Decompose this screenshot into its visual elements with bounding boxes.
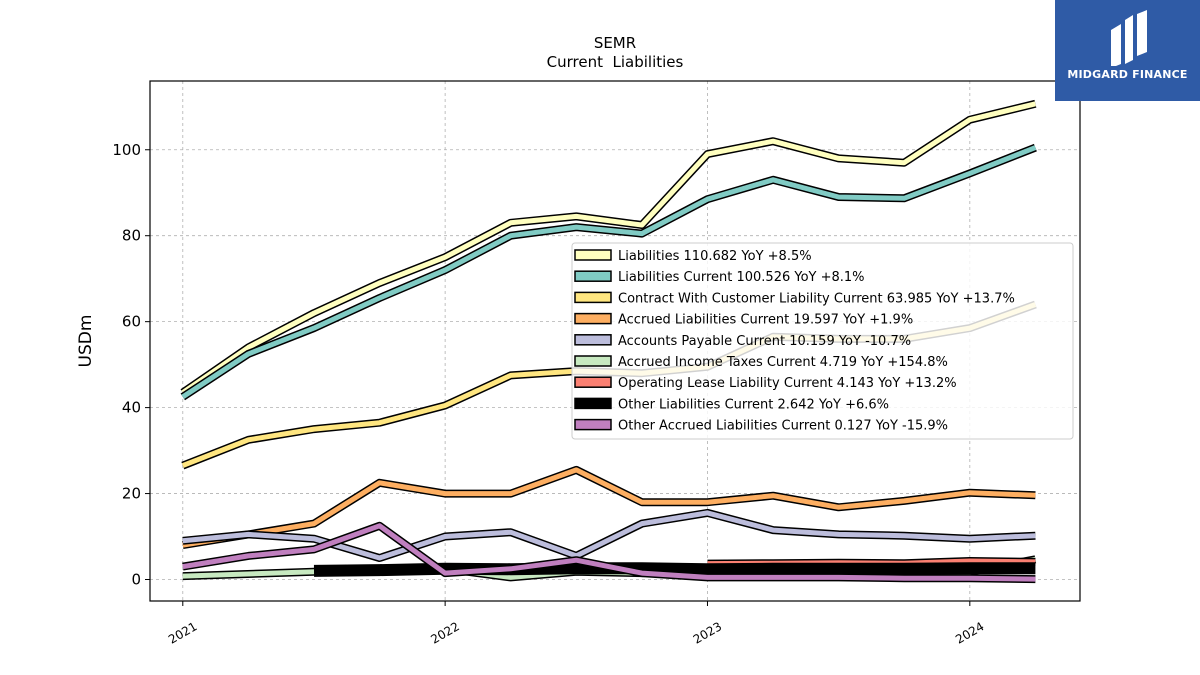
y-tick-label: 100	[112, 141, 141, 159]
legend-swatch	[574, 291, 612, 304]
legend-swatch	[574, 397, 612, 410]
series-other-liabilities-current	[313, 562, 1036, 577]
legend-box	[571, 242, 1074, 440]
legend-swatch	[574, 418, 612, 431]
legend-entry: Liabilities 110.682 YoY +8.5%	[618, 249, 812, 264]
y-tick-label: 0	[131, 571, 141, 589]
legend-entry: Operating Lease Liability Current 4.143 …	[618, 376, 957, 391]
midgard-finance-logo: MIDGARD FINANCE	[1055, 0, 1200, 101]
x-tick-label: 2022	[428, 619, 461, 646]
legend-entry: Contract With Customer Liability Current…	[618, 291, 1015, 306]
y-tick-label: 80	[122, 227, 141, 245]
chart-title: SEMR	[594, 34, 636, 52]
legend-entry: Accrued Liabilities Current 19.597 YoY +…	[618, 313, 913, 328]
y-axis-label: USDm	[76, 315, 96, 368]
y-tick-label: 60	[122, 313, 141, 331]
series-other-accrued-liabilities-current	[182, 521, 1036, 584]
plot-frame	[149, 80, 1081, 602]
series-line	[182, 523, 1036, 582]
y-tick-label: 40	[122, 399, 141, 417]
chart-subtitle: Current Liabilities	[547, 53, 684, 71]
legend-entry: Accrued Income Taxes Current 4.719 YoY +…	[618, 355, 948, 370]
series-line	[182, 467, 1036, 548]
x-tick-label: 2021	[166, 619, 199, 646]
x-tick-label: 2023	[691, 619, 724, 646]
logo-text: MIDGARD FINANCE	[1067, 68, 1188, 81]
legend: Liabilities 110.682 YoY +8.5% Liabilities…	[571, 242, 1074, 440]
legend-entry: Liabilities Current 100.526 YoY +8.1%	[618, 270, 865, 285]
series-line	[181, 101, 1036, 395]
legend-swatch	[574, 376, 612, 388]
legend-swatch	[574, 355, 612, 367]
series-liabilities	[180, 99, 1037, 396]
legend-entry: Accounts Payable Current 10.159 YoY -10.…	[618, 334, 911, 349]
legend-swatch	[574, 270, 612, 282]
x-tick-label: 2024	[953, 619, 986, 646]
series-line	[313, 562, 1036, 577]
midgard-logo-icon	[1111, 10, 1147, 66]
series-line	[181, 145, 1037, 399]
y-tick-label: 20	[122, 485, 141, 503]
legend-swatch	[574, 249, 612, 261]
legend-swatch	[574, 334, 612, 346]
legend-swatch	[574, 312, 612, 325]
series-accrued-liabilities-current	[182, 465, 1036, 550]
legend-entry: Other Liabilities Current 2.642 YoY +6.6…	[618, 397, 889, 412]
series-liabilities-current	[180, 143, 1037, 401]
legend-entry: Other Accrued Liabilities Current 0.127 …	[618, 419, 948, 434]
